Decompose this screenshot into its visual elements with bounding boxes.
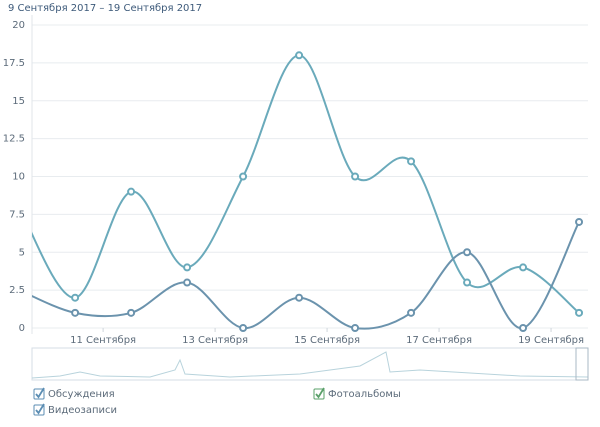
point — [351, 324, 360, 332]
point — [351, 172, 360, 181]
point — [519, 324, 528, 332]
point — [71, 293, 80, 302]
y-tick-label: 10 — [12, 172, 25, 183]
y-tick-label: 12.5 — [3, 134, 25, 145]
x-tick-label: 13 Сентября — [182, 335, 248, 346]
y-tick-label: 5 — [19, 247, 25, 258]
point — [239, 324, 248, 332]
x-tick-label: 17 Сентября — [406, 335, 472, 346]
x-tick-label: 15 Сентября — [294, 335, 360, 346]
x-tick-label: 11 Сентября — [70, 335, 136, 346]
y-tick-label: 20 — [12, 20, 25, 31]
checkmark — [315, 387, 325, 399]
legend-label: Обсуждения — [48, 389, 115, 400]
navigator-line — [31, 351, 589, 379]
point — [127, 308, 136, 317]
series-line — [32, 54, 580, 314]
point — [127, 187, 136, 196]
point — [183, 278, 192, 287]
y-tick-label: 17.5 — [3, 58, 25, 69]
y-tick-label: 15 — [12, 96, 25, 107]
navigator-handle[interactable] — [575, 347, 589, 381]
point — [239, 172, 248, 181]
point — [407, 308, 416, 317]
point — [519, 263, 528, 272]
point — [575, 308, 584, 317]
point — [71, 308, 80, 317]
y-tick-label: 7.5 — [9, 209, 25, 220]
point — [575, 217, 584, 226]
point — [463, 248, 472, 257]
point — [295, 293, 304, 302]
checkmark — [35, 403, 45, 415]
point — [295, 51, 304, 60]
point — [407, 157, 416, 166]
chart-subtitle: 9 Сентября 2017 – 19 Сентября 2017 — [8, 3, 202, 14]
legend-label: Фотоальбомы — [328, 389, 401, 400]
point — [183, 263, 192, 272]
x-tick-label: 19 Сентября — [518, 335, 584, 346]
checkmark — [35, 387, 45, 399]
y-tick-label: 2.5 — [9, 285, 25, 296]
point — [463, 278, 472, 287]
legend-label: Видеозаписи — [48, 405, 117, 416]
y-tick-label: 0 — [19, 323, 25, 334]
series-line — [32, 221, 580, 330]
